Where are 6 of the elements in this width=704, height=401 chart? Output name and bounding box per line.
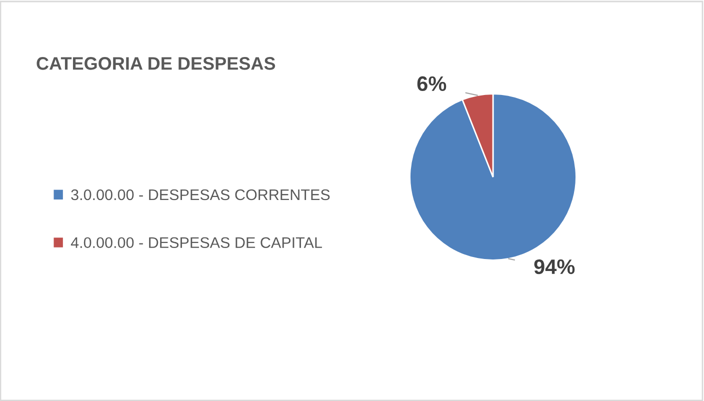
data-label: 6% <box>417 76 446 92</box>
legend-label: 3.0.00.00 - DESPESAS CORRENTES <box>71 189 330 200</box>
legend-label: 4.0.00.00 - DESPESAS DE CAPITAL <box>70 237 322 248</box>
data-label: 94% <box>534 259 575 274</box>
pie-slice <box>409 93 577 261</box>
chart-title: CATEGORIA DE DESPESAS <box>36 57 276 70</box>
